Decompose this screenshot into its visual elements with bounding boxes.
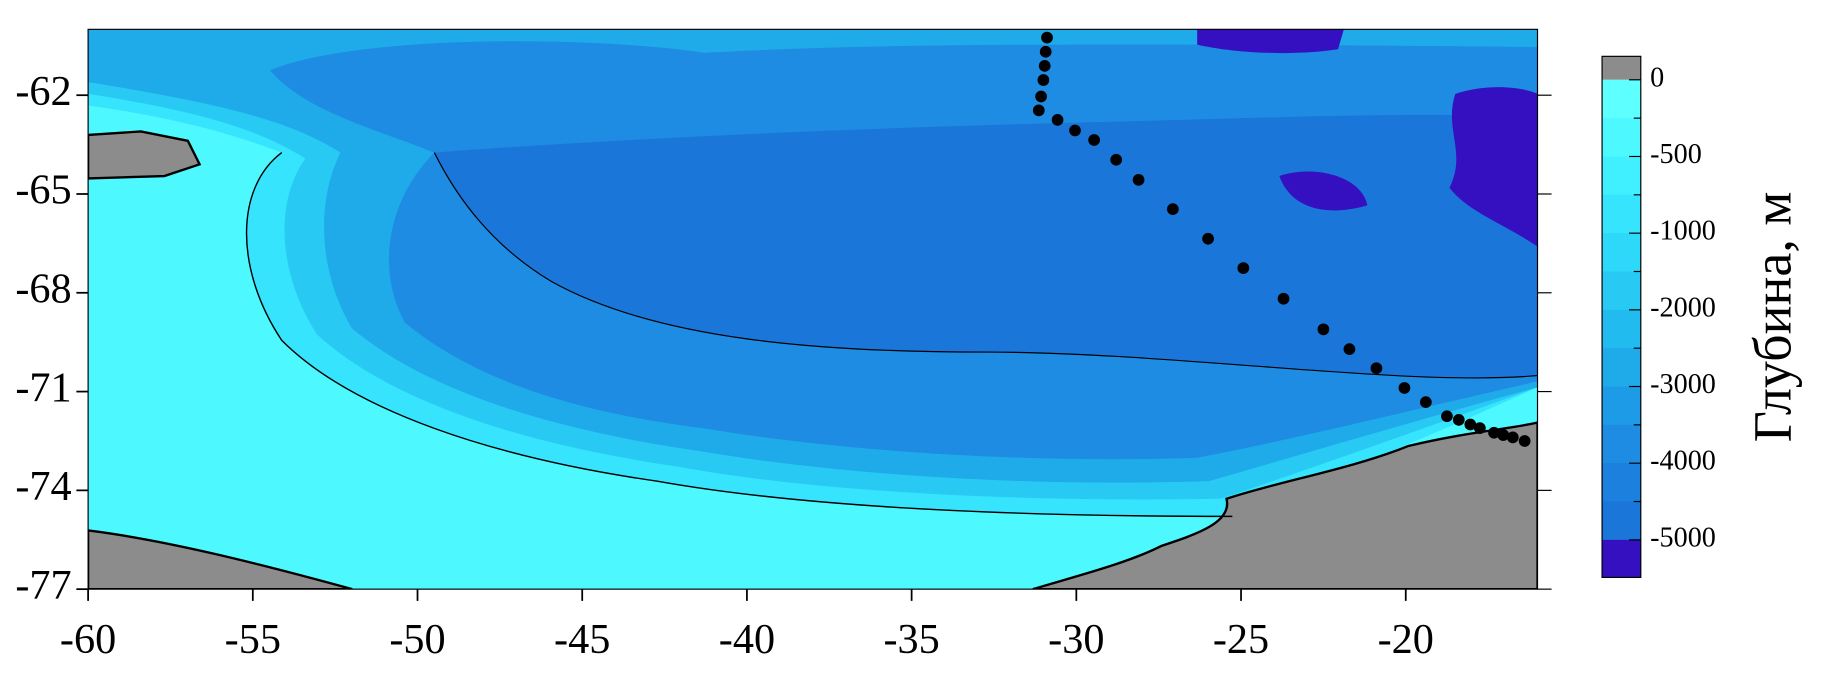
contour xyxy=(245,152,1233,518)
colorbar-tick-label: -1000 xyxy=(1650,216,1716,247)
station xyxy=(1032,104,1045,117)
colorbar-label: Глубина, м xyxy=(1742,192,1802,443)
colorbar-tick-label: -4000 xyxy=(1650,446,1716,477)
x-tick-label: -25 xyxy=(1213,616,1269,663)
station xyxy=(1202,232,1214,245)
colorbar-tick-label: -5000 xyxy=(1650,522,1716,553)
colorbar-band xyxy=(1602,386,1641,426)
station xyxy=(1473,422,1486,434)
station xyxy=(1132,173,1145,186)
plot-frame xyxy=(87,28,1539,590)
bathymetry xyxy=(88,29,1538,590)
colorbar-band xyxy=(1602,348,1641,388)
colorbar-land xyxy=(1602,56,1641,80)
colorbar-band xyxy=(1602,424,1641,464)
station xyxy=(1035,90,1047,103)
x-tick-label: -55 xyxy=(225,616,281,663)
y-tick-label: -77 xyxy=(15,562,71,609)
colorbar-band xyxy=(1602,233,1641,273)
station xyxy=(1419,396,1432,408)
station xyxy=(1041,31,1053,44)
station xyxy=(1277,292,1290,305)
deep-patch xyxy=(1279,171,1368,211)
station xyxy=(1506,431,1519,444)
colorbar-band xyxy=(1602,309,1641,349)
colorbar-deep xyxy=(1602,539,1641,578)
x-tick-label: -35 xyxy=(883,616,939,663)
station xyxy=(1452,414,1465,426)
station xyxy=(1051,114,1064,126)
station xyxy=(1497,429,1510,441)
y-tick-label: -74 xyxy=(15,463,71,510)
colorbar-tick-label: -2000 xyxy=(1650,292,1716,323)
colorbar-frame xyxy=(1601,55,1642,579)
x-tick-label: -20 xyxy=(1378,616,1434,663)
station xyxy=(1398,382,1411,394)
depth-zone xyxy=(434,114,1538,378)
y-tick-label: -71 xyxy=(15,364,71,411)
station xyxy=(1464,418,1477,431)
land xyxy=(88,529,353,590)
station xyxy=(1166,203,1179,216)
deep-patch xyxy=(1197,29,1344,54)
colorbar-tick-label: -3000 xyxy=(1650,369,1716,400)
x-tick-label: -30 xyxy=(1048,616,1104,663)
station xyxy=(1518,435,1531,447)
station xyxy=(1343,343,1356,355)
colorbar-band xyxy=(1602,79,1641,119)
colorbar-band xyxy=(1602,194,1641,234)
y-tick-label: -62 xyxy=(15,68,71,115)
station xyxy=(1370,362,1383,375)
station xyxy=(1317,323,1330,336)
colorbar-tick-label: 0 xyxy=(1650,62,1664,93)
deep-patch xyxy=(1449,87,1538,247)
x-tick-label: -40 xyxy=(719,616,775,663)
colorbar-tick-label: -500 xyxy=(1650,139,1702,170)
station xyxy=(1110,153,1123,166)
station xyxy=(1441,410,1453,423)
colorbar-band xyxy=(1602,118,1641,158)
y-tick-label: -68 xyxy=(15,265,71,312)
x-tick-label: -60 xyxy=(60,616,116,663)
station xyxy=(1037,74,1050,86)
station xyxy=(1237,262,1250,274)
station xyxy=(1038,60,1051,72)
x-tick-label: -45 xyxy=(554,616,610,663)
contour xyxy=(433,152,1538,379)
y-tick-label: -65 xyxy=(15,167,71,214)
x-tick-label: -50 xyxy=(389,616,445,663)
station xyxy=(1039,45,1052,58)
land xyxy=(88,130,202,180)
colorbar-band xyxy=(1602,156,1641,196)
colorbar-band xyxy=(1602,271,1641,311)
station xyxy=(1088,134,1100,146)
station xyxy=(1069,124,1081,137)
colorbar-band xyxy=(1602,463,1641,503)
station xyxy=(1488,426,1500,439)
colorbar-band xyxy=(1602,501,1641,541)
